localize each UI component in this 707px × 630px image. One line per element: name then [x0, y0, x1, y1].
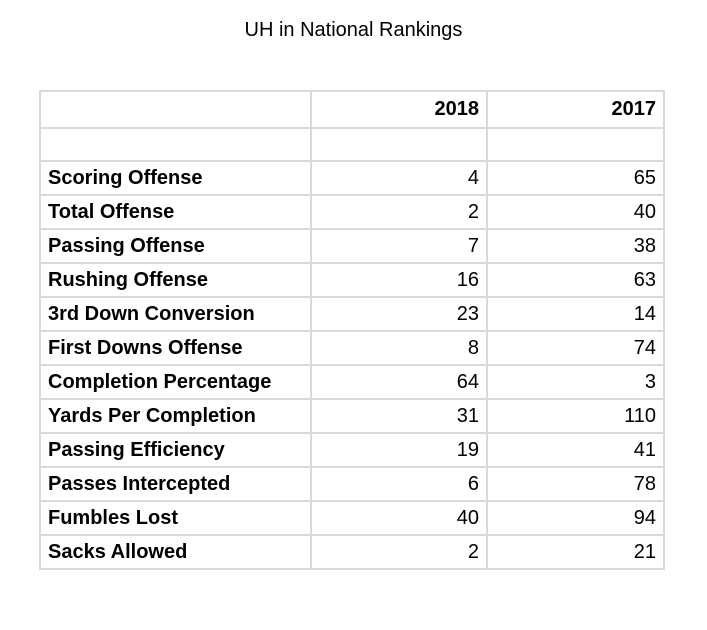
value-2017-cell: 14: [486, 296, 665, 332]
value-2017-cell: 41: [486, 432, 665, 468]
value-2018-cell: 64: [310, 364, 488, 400]
table-row: Yards Per Completion 31 110: [39, 398, 665, 434]
value-2017-cell: 94: [486, 500, 665, 536]
value-2018-cell: 40: [310, 500, 488, 536]
value-2017-cell: 40: [486, 194, 665, 230]
value-2018-cell: 19: [310, 432, 488, 468]
table-row: Fumbles Lost 40 94: [39, 500, 665, 536]
table-row: Passing Offense 7 38: [39, 228, 665, 264]
value-2017-cell: 63: [486, 262, 665, 298]
table-row: Total Offense 2 40: [39, 194, 665, 230]
value-2018-cell: 6: [310, 466, 488, 502]
row-label: Rushing Offense: [39, 262, 312, 298]
row-label: Scoring Offense: [39, 160, 312, 196]
value-2017-cell: 65: [486, 160, 665, 196]
value-2018-cell: 31: [310, 398, 488, 434]
value-2017-cell: 74: [486, 330, 665, 366]
table-row: First Downs Offense 8 74: [39, 330, 665, 366]
row-label: 3rd Down Conversion: [39, 296, 312, 332]
value-2018-cell: 7: [310, 228, 488, 264]
rankings-table: 2018 2017 Scoring Offense 4 65 Total Offens…: [39, 90, 665, 570]
value-2017-cell: 110: [486, 398, 665, 434]
row-label: Passing Efficiency: [39, 432, 312, 468]
value-2018-cell: 23: [310, 296, 488, 332]
row-label: Completion Percentage: [39, 364, 312, 400]
table-row: Completion Percentage 64 3: [39, 364, 665, 400]
row-label: Yards Per Completion: [39, 398, 312, 434]
header-cell-label: [39, 90, 312, 129]
blank-row: [39, 127, 665, 162]
value-2017-cell: 3: [486, 364, 665, 400]
table-row: 3rd Down Conversion 23 14: [39, 296, 665, 332]
table-row: Passing Efficiency 19 41: [39, 432, 665, 468]
table-row: Scoring Offense 4 65: [39, 160, 665, 196]
row-label: First Downs Offense: [39, 330, 312, 366]
header-row: 2018 2017: [39, 90, 665, 129]
row-label: Sacks Allowed: [39, 534, 312, 570]
value-2018-cell: 2: [310, 534, 488, 570]
row-label: Passes Intercepted: [39, 466, 312, 502]
row-label: Fumbles Lost: [39, 500, 312, 536]
blank-cell: [486, 127, 665, 162]
value-2018-cell: 2: [310, 194, 488, 230]
header-cell-2018: 2018: [310, 90, 488, 129]
table-row: Sacks Allowed 2 21: [39, 534, 665, 570]
table-row: Passes Intercepted 6 78: [39, 466, 665, 502]
blank-cell: [39, 127, 312, 162]
blank-cell: [310, 127, 488, 162]
value-2018-cell: 8: [310, 330, 488, 366]
row-label: Total Offense: [39, 194, 312, 230]
table-row: Rushing Offense 16 63: [39, 262, 665, 298]
chart-title: UH in National Rankings: [244, 19, 463, 41]
value-2017-cell: 78: [486, 466, 665, 502]
value-2017-cell: 38: [486, 228, 665, 264]
value-2018-cell: 4: [310, 160, 488, 196]
value-2018-cell: 16: [310, 262, 488, 298]
row-label: Passing Offense: [39, 228, 312, 264]
value-2017-cell: 21: [486, 534, 665, 570]
header-cell-2017: 2017: [486, 90, 665, 129]
